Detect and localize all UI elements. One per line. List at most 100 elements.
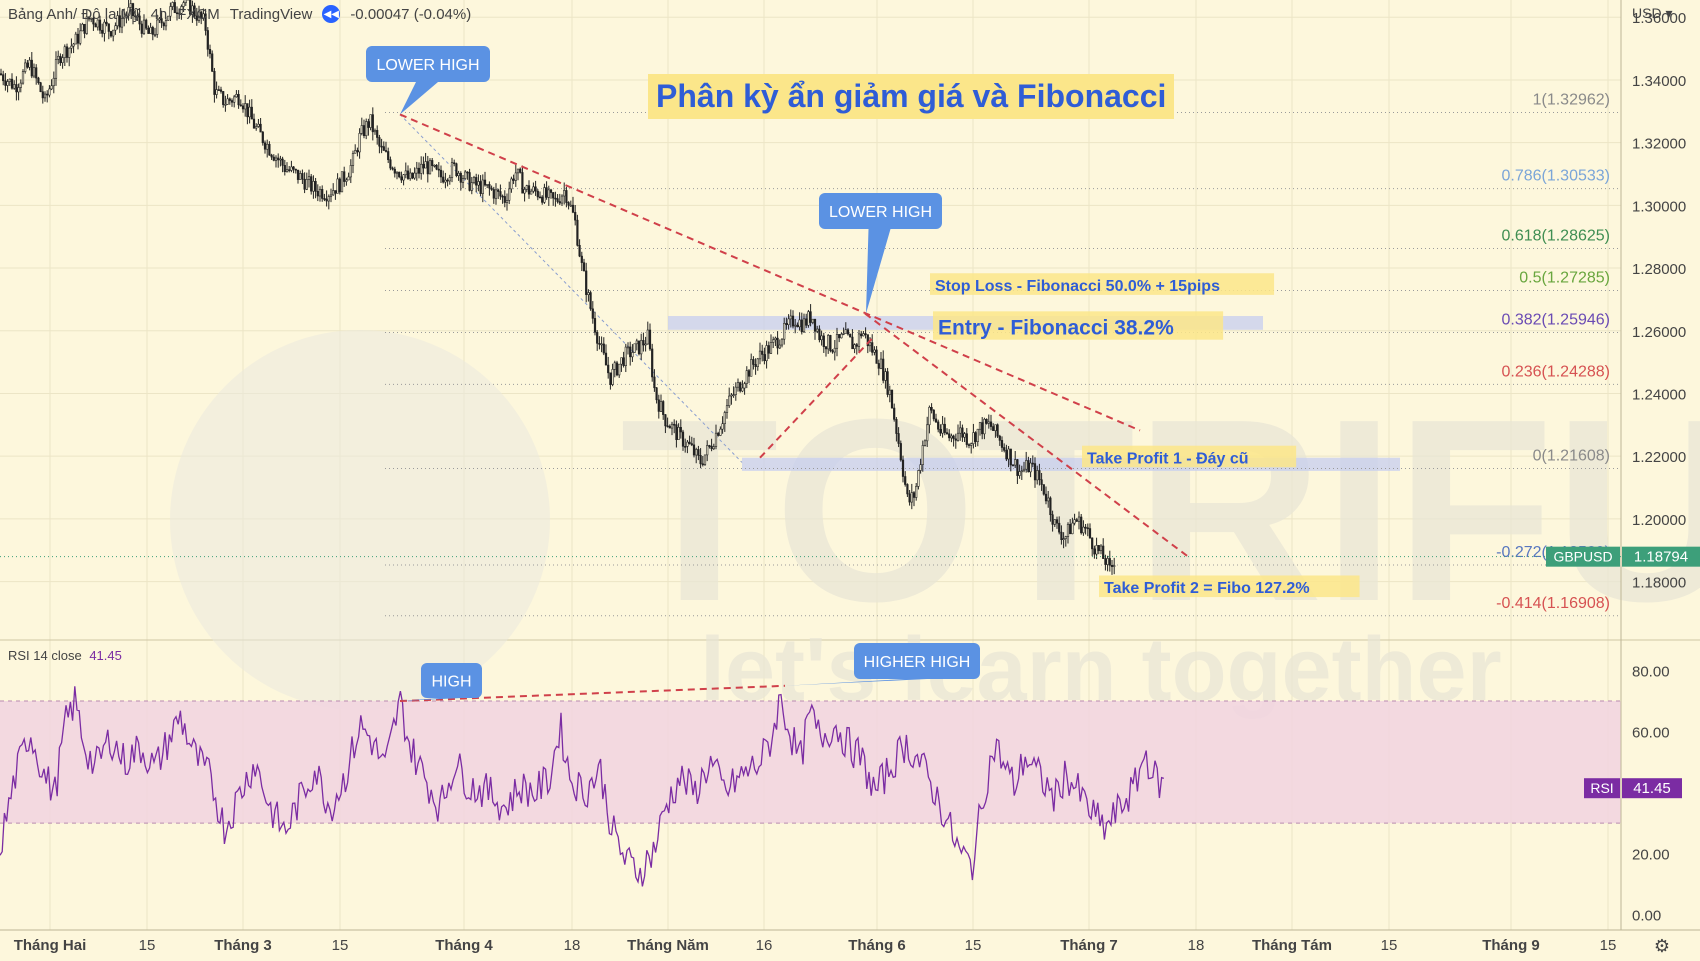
candle-body: [1055, 519, 1059, 524]
candle-body: [94, 23, 97, 28]
candle-body: [728, 395, 731, 407]
candle-body: [912, 492, 916, 498]
candle-body: [356, 150, 359, 153]
candle-body: [116, 15, 119, 27]
watermark-logo: [170, 330, 550, 710]
candle-body: [439, 169, 443, 178]
candle-body: [1047, 497, 1050, 502]
candle-body: [206, 30, 209, 50]
replay-icon[interactable]: ◀◀: [322, 5, 341, 23]
candle-body: [915, 486, 918, 498]
candle-body: [646, 329, 649, 345]
candle-body: [664, 414, 667, 427]
candle-body: [475, 177, 478, 186]
upper-trend: [399, 113, 1141, 432]
candle-body: [1084, 526, 1087, 529]
candle-body: [1009, 448, 1012, 466]
candle-body: [312, 181, 315, 192]
candle-body: [1093, 548, 1096, 555]
candle-body: [1073, 519, 1076, 524]
candle-body: [712, 446, 715, 450]
time-label-3: 15: [332, 937, 349, 954]
candle-body: [131, 3, 135, 17]
candle-body: [923, 440, 927, 446]
candle-body: [193, 5, 196, 17]
candle-body: [70, 45, 73, 49]
candle-body: [406, 170, 410, 179]
candle-body: [365, 121, 368, 137]
fib-label-6: 0(1.21608): [1533, 447, 1610, 464]
fib-label-1: 0.786(1.30533): [1501, 168, 1610, 185]
candle-body: [420, 163, 423, 174]
candle-body: [679, 426, 682, 433]
candle-body: [76, 33, 80, 44]
candle-body: [490, 187, 493, 190]
candle-body: [15, 84, 18, 93]
candle-body: [255, 126, 258, 129]
candle-body: [530, 190, 533, 195]
candle-body: [380, 145, 383, 148]
candle-body: [963, 433, 966, 438]
candle-body: [879, 358, 883, 369]
candle-body: [745, 370, 748, 384]
candle-body: [1022, 468, 1026, 472]
candle-body: [153, 34, 157, 36]
candle-body: [26, 62, 29, 68]
candle-body: [930, 407, 933, 411]
rsi-divergence-line: [399, 684, 786, 703]
fib-label-0: 1(1.32962): [1533, 91, 1610, 108]
candle-body: [63, 46, 66, 58]
price-tick-8: 1.20000: [1632, 512, 1686, 529]
tp1-label: Take Profit 1 - Đáy cũ: [1087, 450, 1249, 467]
candle-body: [219, 89, 223, 92]
interval-label[interactable]: 4h: [150, 5, 168, 23]
candle-body: [809, 311, 812, 323]
candle-body: [987, 421, 990, 424]
time-label-0: Tháng Hai: [14, 937, 87, 954]
candle-body: [741, 387, 744, 392]
candle-body: [1091, 537, 1094, 550]
candle-body: [65, 46, 69, 58]
candle-body: [1038, 470, 1041, 481]
candle-body: [783, 323, 786, 340]
candle-body: [800, 319, 803, 333]
candle-body: [937, 421, 940, 430]
trend-lines-layer: [399, 113, 1191, 559]
candle-body: [666, 425, 669, 428]
candle-body: [662, 401, 665, 415]
candle-body: [978, 422, 982, 430]
candle-body: [554, 197, 557, 200]
candle-body: [959, 427, 962, 434]
candle-body: [1108, 558, 1111, 566]
candle-body: [545, 187, 548, 198]
candle-body: [145, 19, 148, 29]
candle-body: [593, 318, 597, 333]
higher-high-callout-box: [854, 643, 980, 679]
candle-body: [1005, 450, 1008, 460]
candle-body: [72, 43, 75, 47]
candle-body: [884, 371, 887, 381]
candle-body: [928, 407, 931, 426]
candle-body: [98, 19, 102, 31]
candle-body: [974, 432, 977, 442]
symbol-name[interactable]: Bảng Anh/ Đô la Mỹ: [8, 5, 141, 23]
candle-body: [393, 168, 396, 174]
candle-body: [398, 171, 401, 178]
candle-body: [437, 168, 440, 171]
candle-body: [1018, 471, 1021, 476]
candle-body: [512, 178, 515, 181]
candle-body: [602, 343, 605, 354]
candle-body: [615, 362, 619, 376]
candle-body: [871, 342, 874, 353]
time-label-1: 15: [139, 937, 156, 954]
candle-body: [516, 168, 520, 174]
candle-body: [525, 185, 528, 190]
candle-body: [648, 329, 652, 350]
rsi-legend[interactable]: RSI 14 close 41.45: [8, 648, 122, 663]
candle-body: [1102, 545, 1105, 559]
candle-body: [1088, 528, 1092, 539]
candle-body: [1104, 558, 1107, 565]
candle-body: [1027, 460, 1030, 473]
lower-high-1-text: LOWER HIGH: [376, 57, 479, 74]
